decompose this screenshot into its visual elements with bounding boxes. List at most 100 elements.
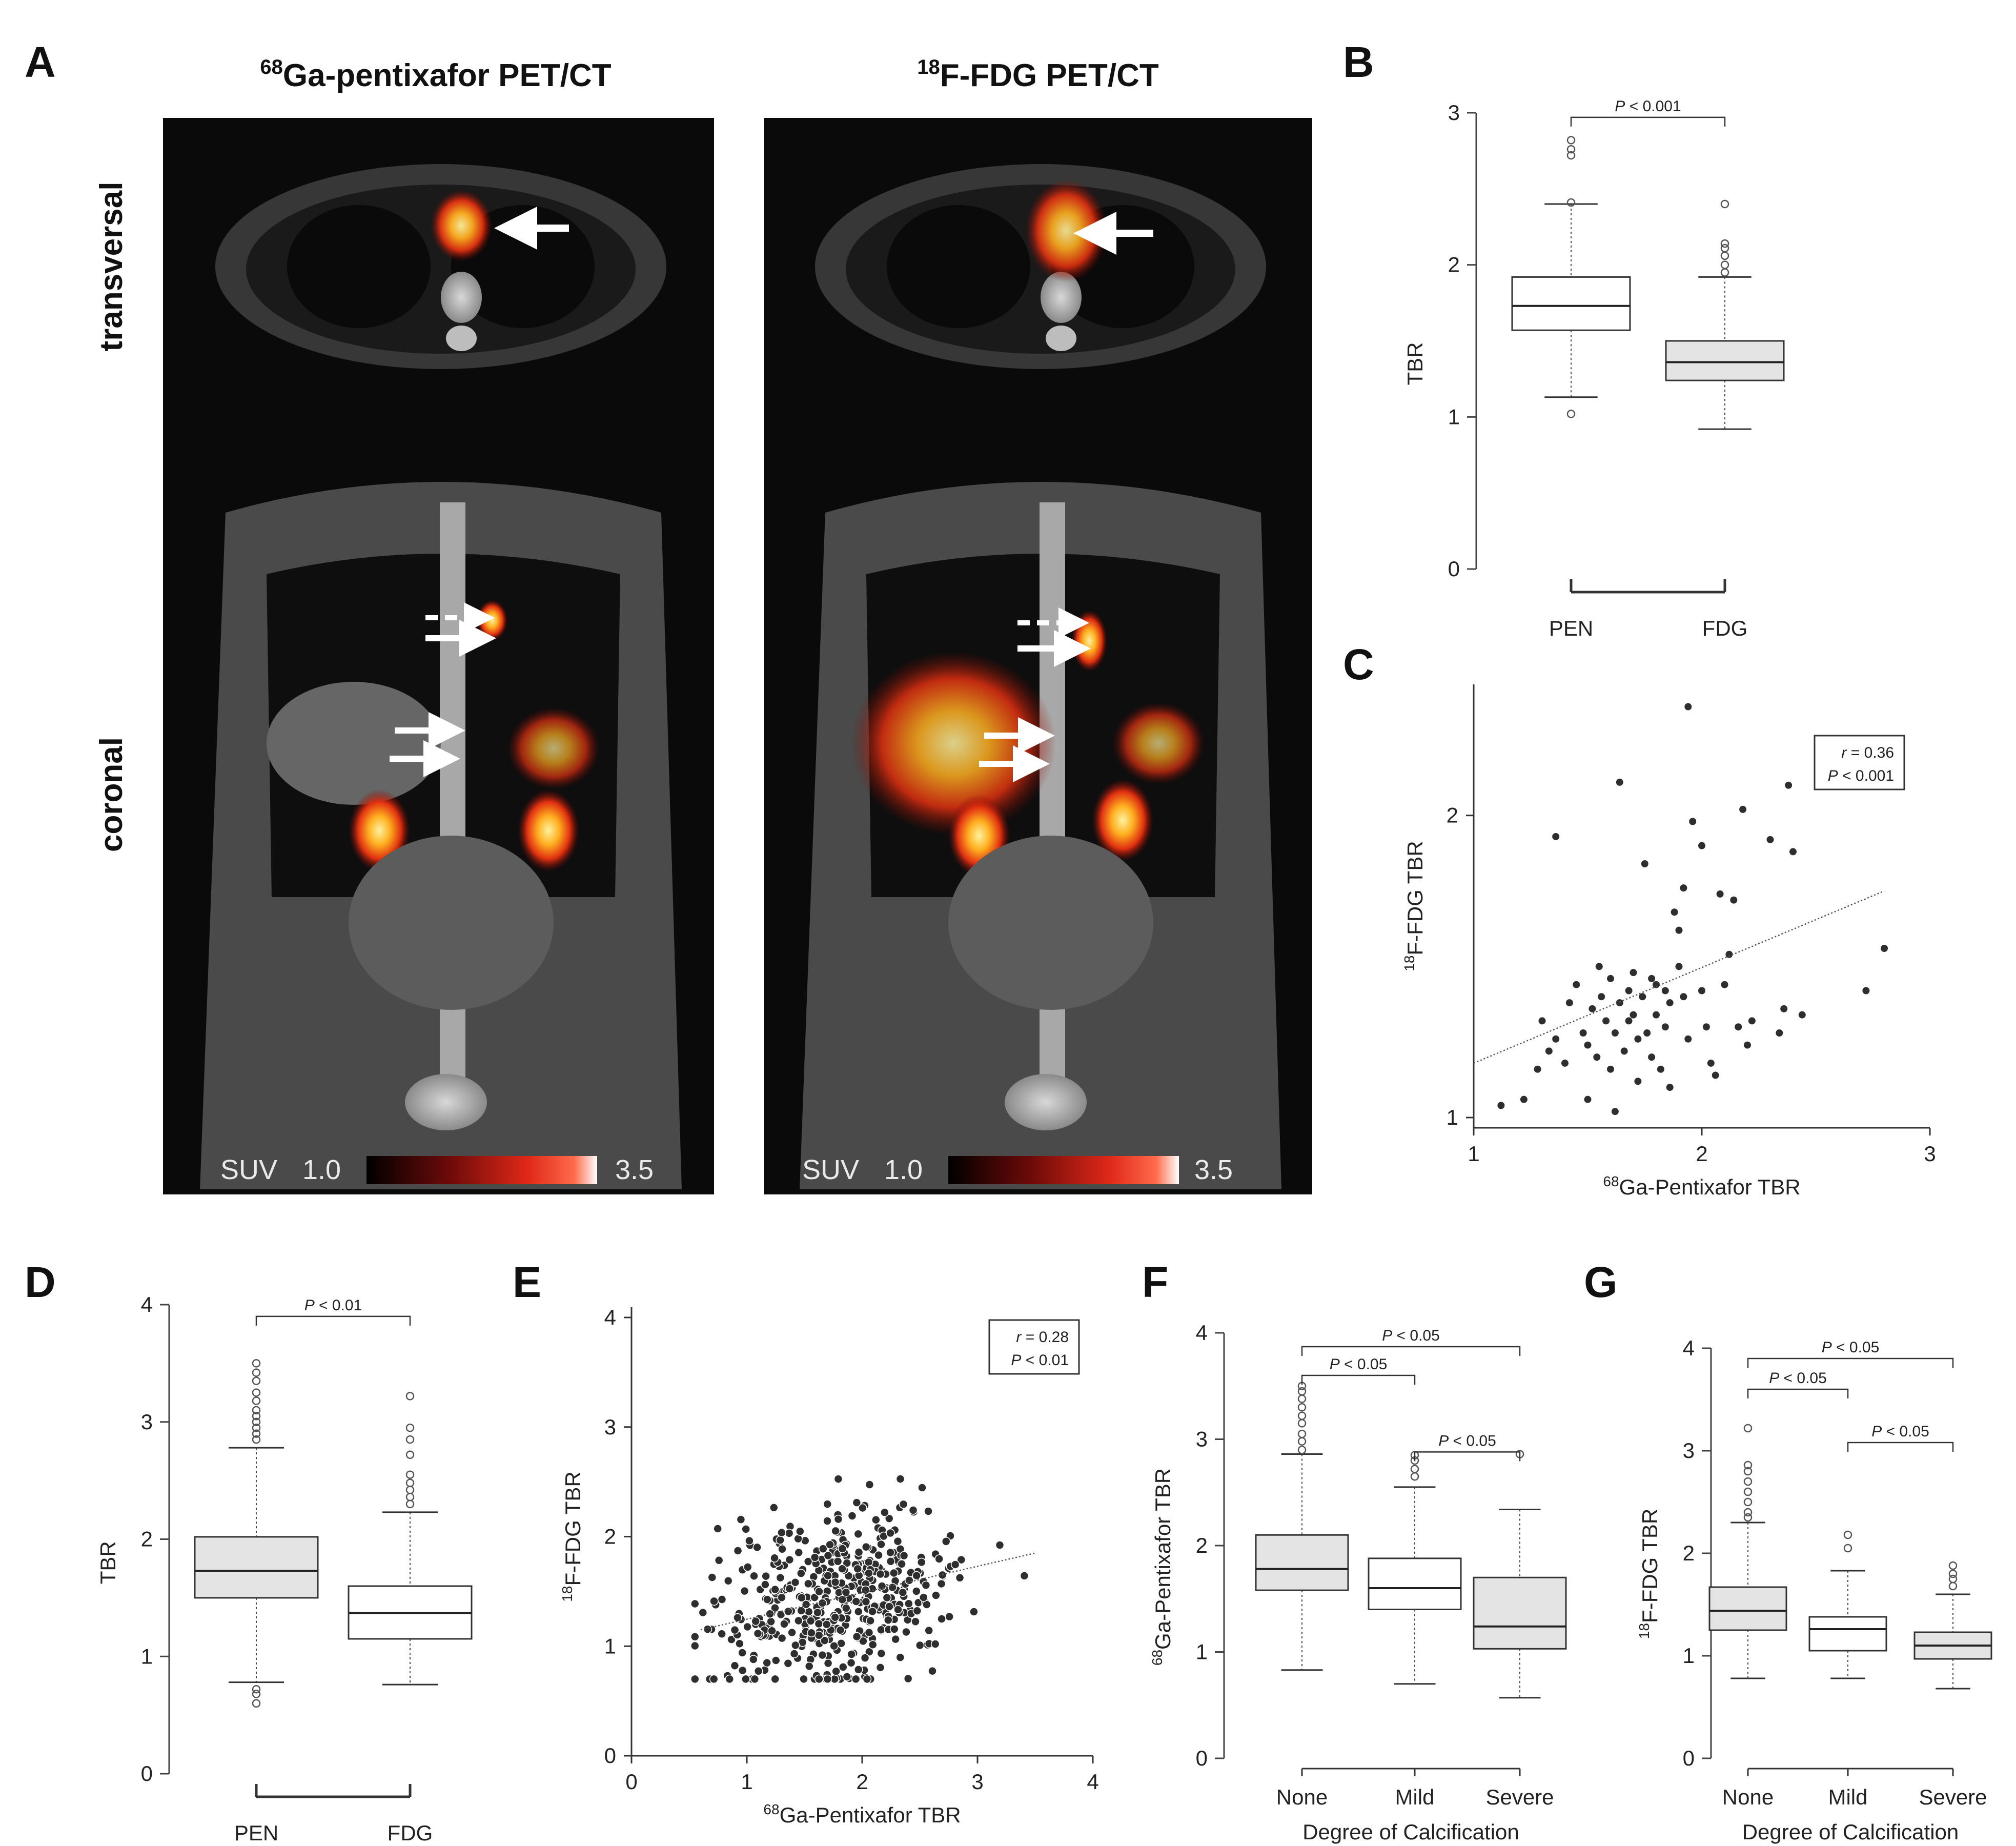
outlier <box>405 1435 415 1444</box>
data-point <box>899 1499 908 1509</box>
x-axis-label: 68Ga-Pentixafor TBR <box>763 1801 961 1827</box>
significance-label: P < 0.05 <box>1330 1356 1388 1373</box>
significance-bracket <box>1747 1357 1954 1368</box>
panel-label-e: E <box>513 1258 541 1306</box>
data-point <box>797 1606 806 1615</box>
data-point <box>765 1609 775 1619</box>
data-point <box>733 1546 743 1555</box>
data-point <box>888 1583 897 1592</box>
data-point <box>905 1576 914 1585</box>
data-point <box>777 1633 787 1643</box>
y-axis-label: TBR <box>96 1541 120 1584</box>
data-point <box>829 1641 839 1651</box>
data-point <box>810 1593 819 1602</box>
box-pen <box>1511 276 1631 331</box>
p-value: < 0.05 <box>1449 1432 1496 1449</box>
data-point <box>1634 1078 1642 1085</box>
x-tick-label: FDG <box>388 1821 433 1845</box>
data-point <box>1735 1023 1742 1031</box>
x-tick-label: 1 <box>741 1770 752 1794</box>
outlier <box>1743 1467 1753 1476</box>
data-point <box>1684 703 1692 711</box>
data-point <box>854 1607 863 1616</box>
outlier <box>252 1685 261 1694</box>
data-point <box>1653 981 1660 988</box>
data-point <box>1666 1084 1674 1091</box>
data-point <box>1552 1035 1560 1043</box>
data-point <box>836 1626 845 1635</box>
p-value: < 0.05 <box>1340 1356 1388 1373</box>
data-point <box>794 1548 804 1557</box>
x-tick-label: PEN <box>234 1821 278 1845</box>
data-point <box>745 1536 754 1546</box>
data-point <box>818 1650 827 1660</box>
data-point <box>797 1593 806 1602</box>
data-point <box>819 1544 828 1553</box>
data-point <box>752 1543 762 1552</box>
data-point <box>890 1625 899 1634</box>
data-point <box>842 1558 852 1568</box>
p-symbol: P <box>1382 1327 1392 1344</box>
data-point <box>831 1667 841 1676</box>
outlier <box>1843 1530 1852 1539</box>
data-point <box>903 1674 913 1683</box>
data-point <box>1798 1011 1806 1019</box>
outlier <box>1743 1508 1753 1517</box>
data-point <box>851 1597 861 1606</box>
data-point <box>784 1607 793 1616</box>
data-point <box>804 1579 813 1589</box>
data-point <box>854 1665 863 1674</box>
data-point <box>882 1593 892 1602</box>
significance-bracket <box>1414 1451 1521 1462</box>
x-axis-label-sup: 68 <box>1603 1173 1619 1189</box>
chart-d-boxplot: 0 1 2 3 4 TBR PEN FDG P < 0.01 <box>96 1292 473 1845</box>
data-point <box>864 1568 873 1578</box>
y-axis-label: TBR <box>1403 342 1427 386</box>
data-point <box>1661 987 1669 995</box>
data-point <box>918 1483 927 1492</box>
data-point <box>736 1515 746 1524</box>
data-point <box>950 1560 960 1569</box>
data-point <box>1707 1059 1715 1067</box>
data-point <box>895 1653 905 1662</box>
data-point <box>1589 1005 1596 1012</box>
data-point <box>842 1672 852 1681</box>
y-axis-label: 68Ga-Pentixafor TBR <box>1149 1468 1175 1666</box>
y-axis-label: 18F-FDG TBR <box>1636 1509 1662 1639</box>
data-point <box>733 1613 742 1622</box>
data-point <box>833 1474 843 1484</box>
outlier <box>252 1423 261 1432</box>
data-point <box>1534 1065 1541 1073</box>
data-point <box>1616 999 1623 1007</box>
y-tick-label: 0 <box>1448 557 1460 581</box>
data-point <box>776 1535 785 1545</box>
stats-p: P < 0.01 <box>1011 1352 1069 1369</box>
x-tick-label: Severe <box>1919 1785 1987 1809</box>
data-point <box>897 1559 906 1569</box>
data-point <box>709 1596 719 1606</box>
stat-symbol: r <box>1016 1329 1022 1346</box>
data-point <box>801 1600 811 1609</box>
outlier <box>405 1492 415 1502</box>
y-tick-label: 1 <box>1683 1644 1695 1668</box>
y-tick-label: 2 <box>1196 1533 1208 1557</box>
data-point <box>770 1585 780 1594</box>
title-right-main: F-FDG PET/CT <box>940 58 1159 93</box>
data-point <box>924 1626 933 1635</box>
stat-value: < 0.001 <box>1838 767 1894 784</box>
data-point <box>823 1571 832 1580</box>
data-point <box>763 1595 772 1604</box>
data-point <box>717 1629 726 1638</box>
y-tick-label: 0 <box>141 1761 153 1786</box>
data-point <box>750 1674 760 1684</box>
data-point <box>823 1499 832 1509</box>
data-point <box>895 1474 905 1484</box>
data-point <box>735 1639 744 1648</box>
p-value: < 0.05 <box>1882 1423 1929 1440</box>
y-tick-label: 4 <box>604 1305 616 1329</box>
outlier <box>1566 151 1576 160</box>
data-point <box>934 1554 944 1564</box>
box-none <box>1255 1534 1349 1591</box>
chart-b-boxplot: 0 1 2 3 TBR PEN FDG P < 0.001 <box>1403 98 1785 640</box>
box-fdg <box>1665 340 1785 381</box>
